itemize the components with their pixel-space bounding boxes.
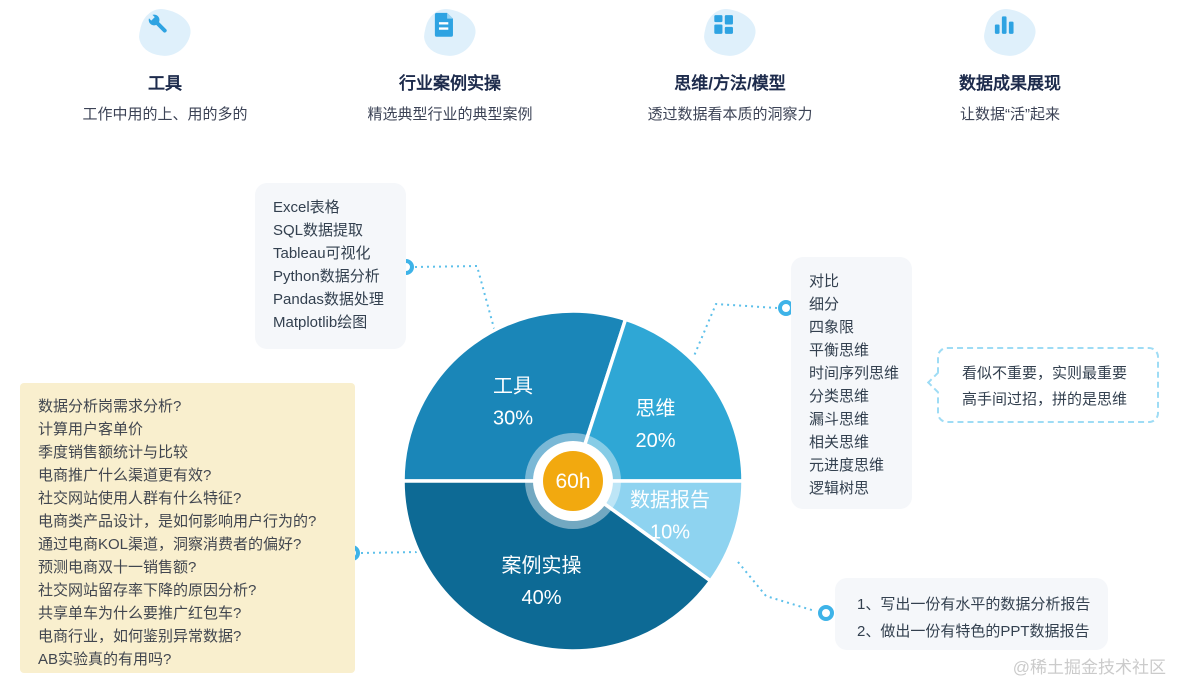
pie-label: 思维 (636, 397, 676, 420)
pie-label: 数据报告 (630, 489, 710, 512)
tools-list-panel: Excel表格 SQL数据提取 Tableau可视化 Python数据分析 Pa… (255, 183, 406, 349)
question-item: 电商行业，如何鉴别异常数据? (38, 628, 242, 645)
question-item: 季度销售额统计与比较 (38, 444, 189, 461)
thinking-item: 相关思维 (809, 434, 870, 451)
feature-subtitle: 精选典型行业的典型案例 (367, 106, 533, 123)
question-item: 电商类产品设计，是如何影响用户行为的? (38, 513, 317, 530)
connector-dot-report (818, 605, 834, 621)
feature-title: 思维/方法/模型 (674, 74, 786, 93)
thinking-item: 时间序列思维 (809, 365, 900, 382)
course-hours-pie-chart: 工具 30% 思维 20% 数据报告 10% 案例实操 40% 60h (373, 281, 773, 681)
thinking-note-bubble: 看似不重要，实则最重要 高手间过招，拼的是思维 (926, 347, 1159, 423)
feature-thinking: 思维/方法/模型 透过数据看本质的洞察力 (580, 5, 880, 124)
pie-center-disc (543, 451, 603, 511)
bubble-line: 看似不重要，实则最重要 (962, 365, 1128, 382)
pie-slice-案例实操 (401, 479, 713, 653)
thinking-item: 逻辑树思 (809, 480, 870, 497)
watermark: @稀土掘金技术社区 (1012, 658, 1166, 677)
pie-center-label: 60h (555, 470, 590, 493)
feature-title: 工具 (148, 74, 182, 93)
question-item: 共享单车为什么要推广红包车? (38, 605, 242, 622)
pie-slice-数据报告 (571, 479, 745, 583)
case-questions-panel: 数据分析岗需求分析? 计算用户客单价 季度销售额统计与比较 电商推广什么渠道更有… (20, 383, 355, 673)
pie-slice-思维 (571, 317, 745, 483)
icon-blob (420, 5, 480, 61)
question-item: 预测电商双十一销售额? (38, 559, 197, 576)
feature-tools: 工具 工作中用的上、用的多的 (15, 5, 315, 124)
thinking-item: 对比 (809, 273, 840, 290)
icon-blob (135, 5, 195, 61)
tools-item: Tableau可视化 (273, 245, 371, 262)
pie-value: 40% (521, 587, 561, 609)
question-item: 通过电商KOL渠道，洞察消费者的偏好? (38, 536, 302, 553)
question-item: 数据分析岗需求分析? (38, 398, 182, 415)
wrench-icon (146, 12, 167, 33)
icon-blob (980, 5, 1040, 61)
tools-item: SQL数据提取 (273, 222, 364, 239)
thinking-item: 细分 (809, 296, 840, 313)
grid-icon (714, 15, 733, 34)
question-item: AB实验真的有用吗? (38, 651, 172, 668)
question-item: 社交网站使用人群有什么特征? (38, 490, 242, 507)
document-icon (434, 12, 453, 37)
feature-results: 数据成果展现 让数据“活”起来 (860, 5, 1160, 124)
tools-item: Pandas数据处理 (273, 291, 384, 308)
feature-cases: 行业案例实操 精选典型行业的典型案例 (300, 5, 600, 124)
feature-title: 数据成果展现 (959, 74, 1061, 93)
pie-value: 20% (636, 430, 676, 452)
question-item: 社交网站留存率下降的原因分析? (38, 582, 257, 599)
question-item: 计算用户客单价 (38, 421, 144, 438)
pie-slice-labels: 工具 30% 思维 20% 数据报告 10% 案例实操 40% (493, 375, 710, 609)
feature-title: 行业案例实操 (399, 74, 501, 93)
thinking-item: 平衡思维 (809, 342, 870, 359)
pie-value: 30% (493, 407, 533, 429)
pie-slices (401, 309, 745, 653)
report-item: 2、做出一份有特色的PPT数据报告 (857, 623, 1090, 640)
thinking-item: 元进度思维 (809, 457, 885, 474)
tools-item: Python数据分析 (273, 268, 380, 285)
thinking-item: 分类思维 (809, 388, 870, 405)
thinking-item: 四象限 (809, 319, 855, 336)
report-outcomes-panel: 1、写出一份有水平的数据分析报告 2、做出一份有特色的PPT数据报告 (835, 578, 1108, 650)
bubble-tail (926, 371, 949, 394)
feature-subtitle: 工作中用的上、用的多的 (82, 106, 248, 123)
pie-value: 10% (650, 522, 690, 544)
pie-label: 案例实操 (501, 554, 581, 577)
report-item: 1、写出一份有水平的数据分析报告 (857, 596, 1091, 613)
pie-slice-工具 (401, 309, 628, 483)
tools-item: Matplotlib绘图 (273, 314, 368, 331)
bubble-line: 高手间过招，拼的是思维 (962, 391, 1128, 408)
feature-subtitle: 让数据“活”起来 (960, 106, 1060, 123)
thinking-list-panel: 对比 细分 四象限 平衡思维 时间序列思维 分类思维 漏斗思维 相关思维 元进度… (791, 257, 912, 509)
bar-chart-icon (994, 16, 1014, 34)
question-item: 电商推广什么渠道更有效? (38, 467, 212, 484)
icon-blob (700, 5, 760, 61)
feature-subtitle: 透过数据看本质的洞察力 (647, 106, 813, 123)
pie-label: 工具 (493, 375, 533, 397)
thinking-item: 漏斗思维 (809, 411, 870, 428)
tools-item: Excel表格 (273, 199, 340, 216)
